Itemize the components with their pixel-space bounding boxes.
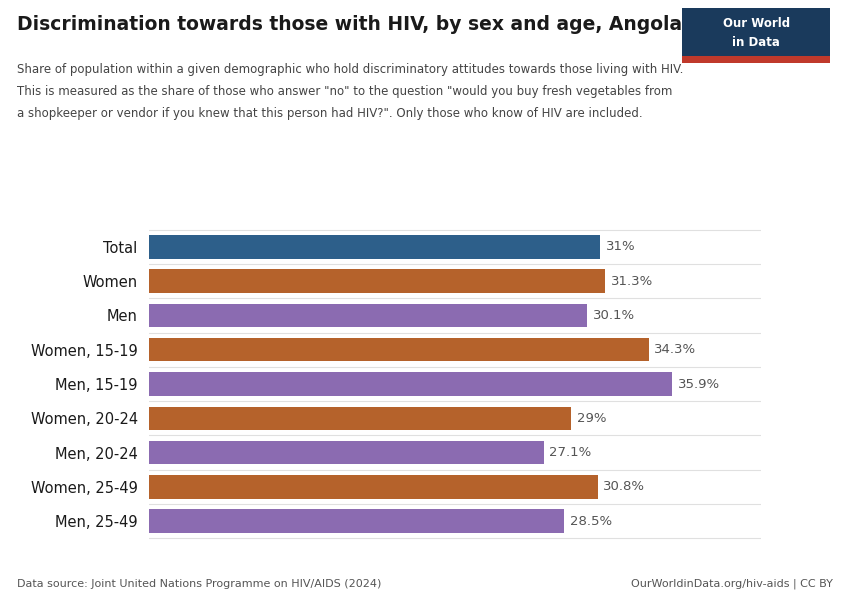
Bar	[149, 269, 605, 293]
Text: 30.1%: 30.1%	[593, 309, 635, 322]
Text: This is measured as the share of those who answer "no" to the question "would yo: This is measured as the share of those w…	[17, 85, 672, 98]
Text: a shopkeeper or vendor if you knew that this person had HIV?". Only those who kn: a shopkeeper or vendor if you knew that …	[17, 107, 643, 121]
Text: 35.9%: 35.9%	[677, 377, 720, 391]
Bar	[149, 509, 564, 533]
Text: in Data: in Data	[732, 35, 780, 49]
Text: 27.1%: 27.1%	[549, 446, 592, 459]
Text: OurWorldinData.org/hiv-aids | CC BY: OurWorldinData.org/hiv-aids | CC BY	[631, 578, 833, 589]
Bar	[149, 304, 587, 327]
Text: 28.5%: 28.5%	[570, 515, 612, 527]
Bar	[149, 475, 598, 499]
Text: Share of population within a given demographic who hold discriminatory attitudes: Share of population within a given demog…	[17, 63, 683, 76]
Bar	[149, 407, 571, 430]
Text: 31%: 31%	[606, 241, 636, 253]
Text: Data source: Joint United Nations Programme on HIV/AIDS (2024): Data source: Joint United Nations Progra…	[17, 579, 382, 589]
Text: Discrimination towards those with HIV, by sex and age, Angola, 2016: Discrimination towards those with HIV, b…	[17, 15, 747, 34]
Text: Our World: Our World	[722, 17, 790, 30]
Bar	[149, 338, 649, 361]
Bar	[149, 373, 672, 395]
Text: 31.3%: 31.3%	[610, 275, 653, 287]
Bar	[149, 235, 600, 259]
Text: 34.3%: 34.3%	[654, 343, 696, 356]
Bar	[149, 441, 544, 464]
Text: 29%: 29%	[577, 412, 607, 425]
Text: 30.8%: 30.8%	[604, 481, 645, 493]
